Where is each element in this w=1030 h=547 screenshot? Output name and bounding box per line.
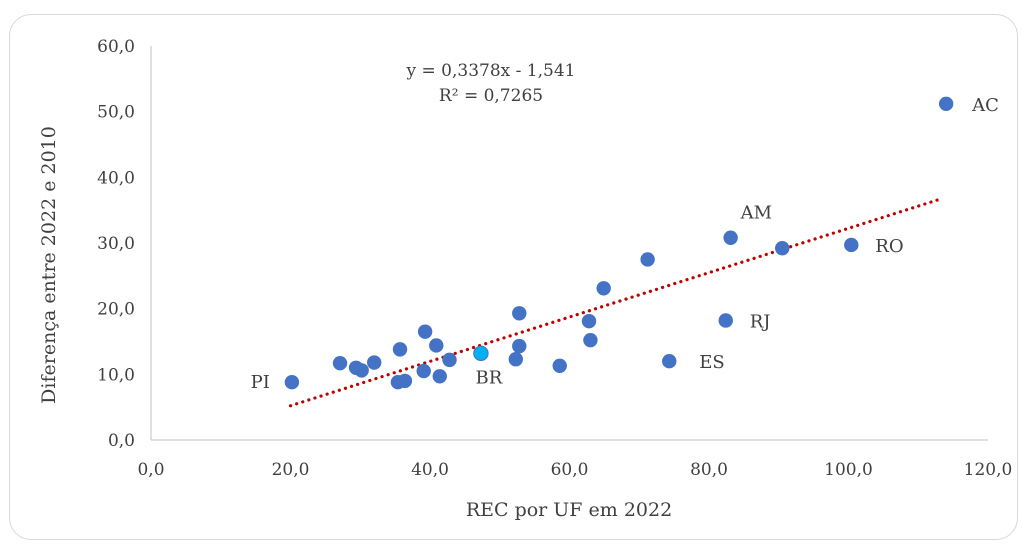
data-point-pi [284,375,300,390]
data-point [392,342,408,357]
data-point [416,363,431,379]
data-point [429,338,444,353]
data-point-rj [718,313,733,328]
points-group [284,96,954,390]
data-point [596,281,611,296]
data-point [432,369,447,384]
data-point [581,313,597,329]
data-point [332,355,348,371]
point-label-es: ES [699,352,724,373]
data-point-br [473,345,489,362]
data-point [442,352,457,368]
trendline-equation: y = 0,3378x - 1,541 [406,61,576,81]
x-tick-label: 0,0 [137,460,164,480]
chart-frame [9,14,1018,540]
y-tick-label: 60,0 [97,37,135,57]
point-label-rj: RJ [750,311,771,332]
y-tick-label: 50,0 [97,103,135,123]
x-tick-label: 100,0 [824,460,873,480]
x-tick-label: 20,0 [272,460,310,480]
point-labels-group: PI BR ES RJ AM RO AC [251,95,999,393]
data-point [552,358,567,373]
trendline-r-squared: R² = 0,7265 [439,86,543,106]
y-tick-label: 20,0 [97,300,135,320]
x-tick-label: 120,0 [964,460,1013,480]
data-point [512,306,527,321]
data-point [397,373,413,389]
point-label-am: AM [740,203,772,224]
data-point [775,241,790,256]
data-point [512,338,527,354]
x-axis-title: REC por UF em 2022 [466,499,672,521]
y-tick-label: 30,0 [97,234,135,254]
x-tick-label: 80,0 [690,460,728,480]
point-label-pi: PI [251,372,270,393]
data-point [367,355,382,370]
y-tick-label: 40,0 [97,168,135,188]
point-label-br: BR [476,367,503,388]
data-point [508,352,523,367]
data-point-es [662,354,677,369]
point-label-ro: RO [875,236,903,257]
y-axis-title: Diferença entre 2022 e 2010 [38,126,60,404]
x-tick-label: 40,0 [411,460,449,480]
data-point [640,252,655,267]
data-point-ro [844,237,859,253]
y-tick-label: 0,0 [108,431,135,451]
y-tick-label: 10,0 [97,365,135,385]
trendline-group [288,196,945,408]
axes: 0,0 20,0 40,0 60,0 80,0 100,0 120,0 0,0 10,0 20,0… [97,37,1012,480]
data-point [354,363,369,378]
data-point [583,332,598,348]
x-tick-label: 60,0 [551,460,589,480]
data-point [417,324,433,339]
data-point-am [723,230,738,245]
point-label-ac: AC [971,95,999,116]
data-point-ac [938,96,954,111]
trendline [288,196,945,408]
